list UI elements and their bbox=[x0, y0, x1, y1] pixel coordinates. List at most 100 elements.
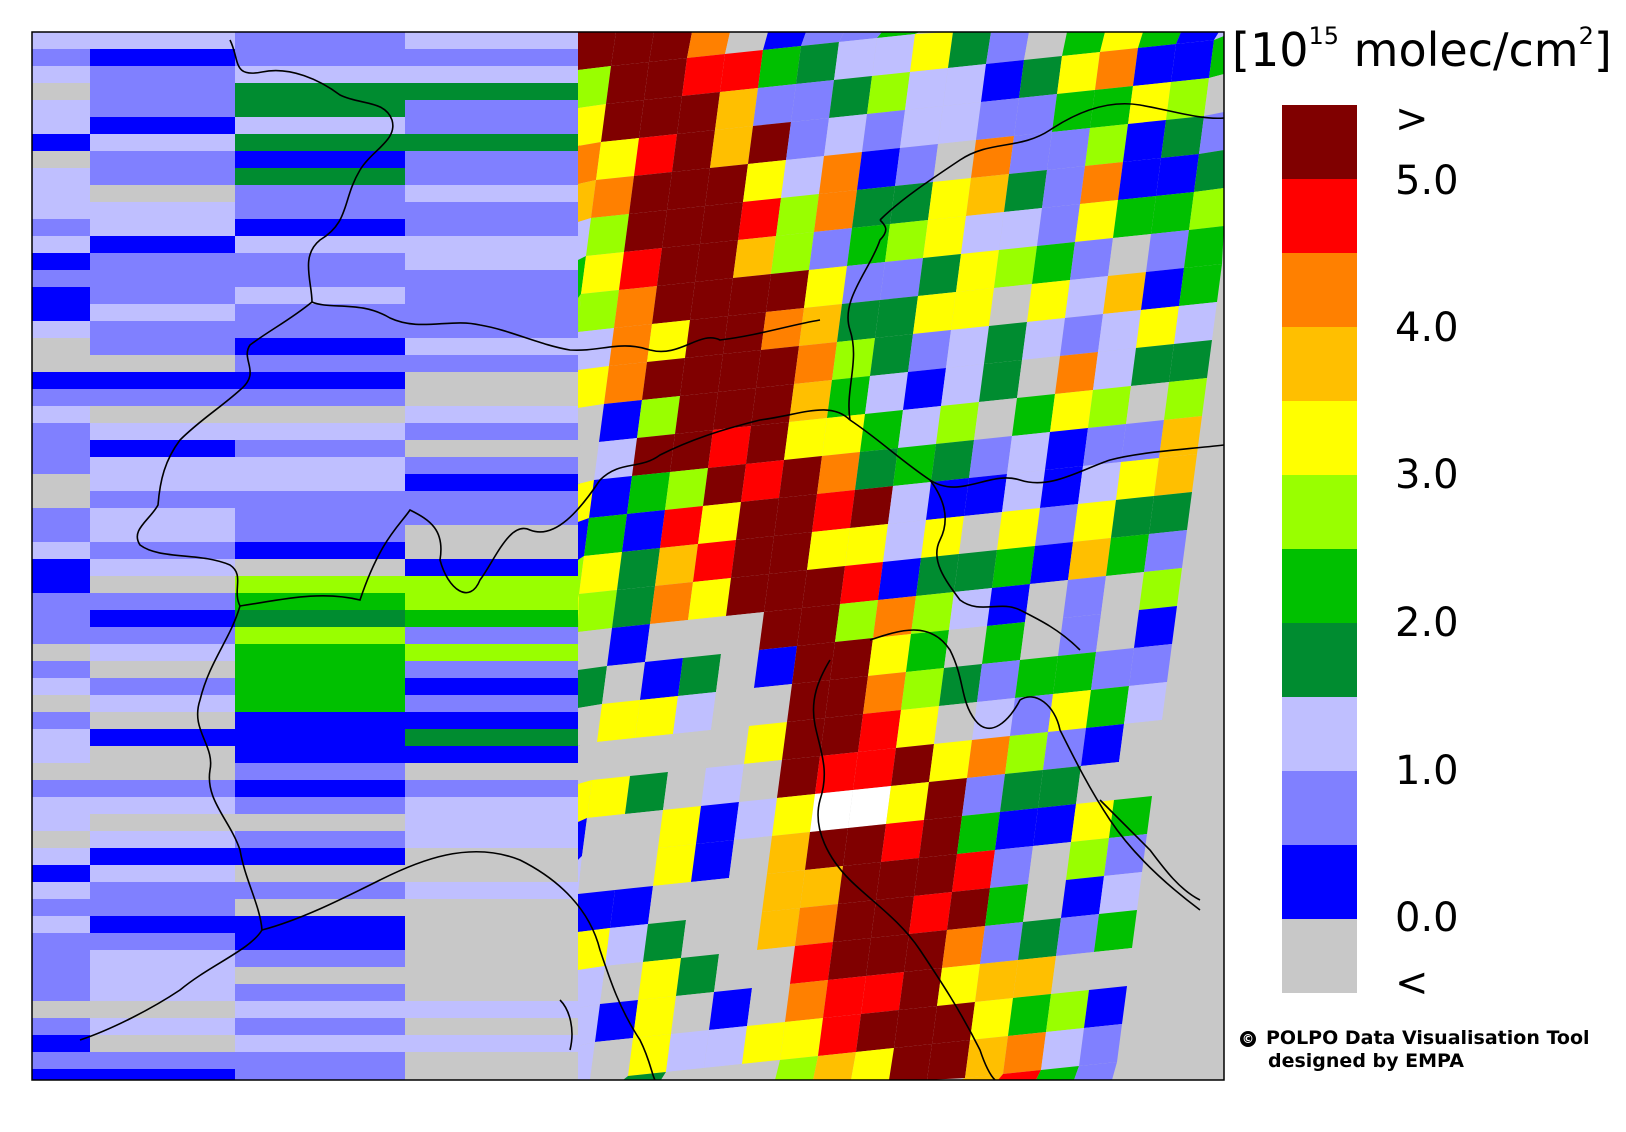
left-pixel bbox=[235, 695, 405, 712]
legend-label-5: 5.0 bbox=[1395, 158, 1459, 204]
right-pixel bbox=[1062, 32, 1105, 56]
right-pixel bbox=[928, 178, 971, 220]
right-pixel bbox=[872, 34, 915, 76]
right-pixel bbox=[698, 502, 741, 544]
right-pixel bbox=[896, 706, 939, 748]
right-pixel bbox=[952, 850, 995, 892]
right-pixel bbox=[961, 212, 1004, 254]
legend-label-4: 4.0 bbox=[1395, 305, 1459, 351]
right-pixel bbox=[585, 1076, 628, 1080]
right-pixel bbox=[951, 288, 994, 330]
left-pixel bbox=[90, 270, 235, 287]
left-pixel bbox=[235, 610, 405, 627]
left-pixel bbox=[90, 576, 235, 593]
left-pixel bbox=[235, 899, 405, 916]
right-pixel bbox=[822, 414, 865, 456]
right-pixel bbox=[605, 924, 648, 966]
left-pixel bbox=[405, 525, 580, 542]
left-pixel bbox=[405, 967, 580, 984]
left-pixel bbox=[405, 1069, 580, 1080]
left-pixel bbox=[32, 253, 90, 270]
left-pixel bbox=[32, 117, 90, 134]
right-pixel bbox=[731, 536, 774, 578]
right-pixel bbox=[888, 482, 931, 524]
right-pixel bbox=[1106, 534, 1149, 576]
right-pixel bbox=[591, 176, 634, 218]
country-border-west bbox=[136, 301, 313, 607]
left-pixel bbox=[90, 627, 235, 644]
right-pixel bbox=[1083, 424, 1126, 466]
left-pixel bbox=[235, 729, 405, 746]
right-pixel bbox=[737, 1060, 780, 1080]
right-pixel bbox=[1045, 428, 1088, 470]
right-pixel bbox=[777, 756, 820, 798]
right-pixel bbox=[1111, 496, 1154, 538]
right-pixel bbox=[943, 64, 986, 106]
right-pixel bbox=[1030, 542, 1073, 584]
right-pixel bbox=[1081, 724, 1124, 766]
right-pixel bbox=[1128, 82, 1171, 124]
legend-swatch bbox=[1282, 179, 1357, 253]
right-pixel bbox=[1184, 226, 1224, 268]
left-pixel bbox=[90, 1018, 235, 1035]
left-pixel bbox=[32, 695, 90, 712]
right-pixel bbox=[650, 582, 693, 624]
right-pixel bbox=[1041, 1028, 1084, 1070]
legend-swatch bbox=[1282, 549, 1357, 623]
right-pixel bbox=[923, 216, 966, 258]
right-pixel bbox=[685, 316, 728, 358]
right-pixel bbox=[590, 1038, 633, 1080]
right-pixel bbox=[834, 38, 877, 80]
right-pixel bbox=[681, 916, 724, 958]
legend-swatch bbox=[1282, 771, 1357, 845]
left-pixel bbox=[235, 780, 405, 797]
right-pixel bbox=[671, 992, 714, 1034]
right-pixel bbox=[759, 608, 802, 650]
left-pixel bbox=[32, 967, 90, 984]
left-pixel bbox=[235, 831, 405, 848]
right-pixel bbox=[956, 250, 999, 292]
right-pixel bbox=[1036, 1066, 1079, 1080]
left-pixel bbox=[32, 1069, 90, 1080]
legend-swatch bbox=[1282, 919, 1357, 993]
left-pixel bbox=[235, 967, 405, 984]
right-pixel bbox=[944, 626, 987, 668]
right-pixel bbox=[743, 160, 786, 202]
right-pixel bbox=[1004, 170, 1047, 212]
right-pixel bbox=[734, 798, 777, 840]
right-pixel bbox=[584, 514, 627, 556]
right-pixel bbox=[1174, 302, 1217, 344]
right-pixel bbox=[741, 460, 784, 502]
left-pixel bbox=[32, 168, 90, 185]
left-pixel bbox=[405, 610, 580, 627]
right-pixel bbox=[909, 892, 952, 934]
left-pixel bbox=[235, 355, 405, 372]
right-pixel bbox=[959, 512, 1002, 554]
left-pixel bbox=[90, 950, 235, 967]
left-pixel bbox=[235, 576, 405, 593]
right-pixel bbox=[1000, 770, 1043, 812]
right-pixel bbox=[666, 1030, 709, 1072]
right-pixel bbox=[665, 468, 708, 510]
right-pixel bbox=[1123, 120, 1166, 162]
right-pixel bbox=[839, 32, 882, 42]
right-pixel bbox=[1074, 1062, 1117, 1080]
right-pixel bbox=[1194, 150, 1224, 192]
right-pixel bbox=[1032, 242, 1075, 284]
right-pixel bbox=[1161, 116, 1204, 158]
left-pixel bbox=[90, 406, 235, 423]
right-pixel bbox=[981, 60, 1024, 102]
left-pixel bbox=[405, 780, 580, 797]
right-pixel bbox=[1199, 112, 1224, 154]
left-pixel bbox=[32, 848, 90, 865]
right-pixel bbox=[1010, 694, 1053, 736]
right-pixel bbox=[1141, 268, 1184, 310]
right-pixel bbox=[936, 402, 979, 444]
right-pixel bbox=[615, 848, 658, 890]
right-pixel bbox=[744, 722, 787, 764]
map-frame bbox=[31, 31, 1225, 1081]
left-pixel bbox=[32, 219, 90, 236]
left-pixel bbox=[32, 185, 90, 202]
right-pixel bbox=[673, 692, 716, 734]
right-pixel bbox=[578, 404, 604, 446]
